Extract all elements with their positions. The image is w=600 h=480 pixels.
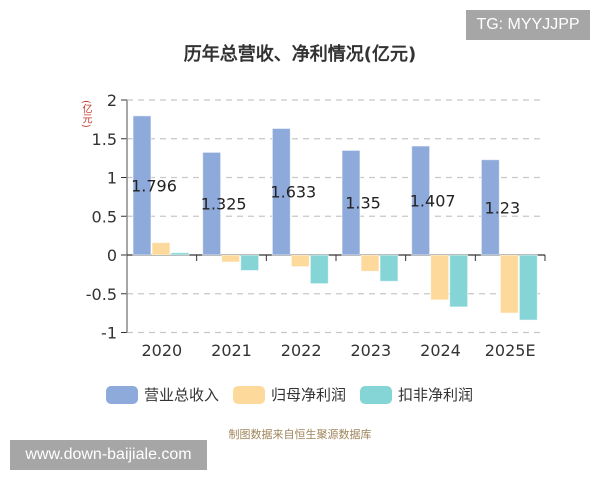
legend-label: 归母净利润 [271, 386, 347, 404]
bar[interactable] [341, 149, 361, 256]
bar[interactable] [309, 254, 329, 285]
data-source-note: 制图数据来自恒生聚源数据库 [228, 428, 372, 441]
y-tick-label: 0 [107, 246, 117, 265]
legend-swatch-net-profit [233, 385, 266, 404]
bar[interactable] [449, 254, 469, 308]
legend-swatch-deducted-profit [360, 385, 393, 404]
x-tick-label: 2025E [485, 341, 536, 360]
bar[interactable] [132, 115, 152, 256]
legend-label: 扣非净利润 [398, 386, 474, 404]
legend-swatch-revenue [106, 385, 138, 404]
bar-chart: 2 1.5 1 0.5 0 -0.5 -1 1.796 2020 1.325 2021 1.633 20… [86, 91, 546, 360]
legend: 营业总收入 归母净利润 扣非净利润 [106, 384, 473, 405]
legend-item-net-profit[interactable]: 归母净利润 [233, 384, 346, 405]
watermark-top: TG: MYYJJPP [466, 10, 590, 40]
y-tick-label: 1.5 [92, 130, 117, 149]
legend-item-deducted-profit[interactable]: 扣非净利润 [360, 384, 473, 405]
bar[interactable] [202, 151, 222, 256]
bar[interactable] [290, 254, 310, 268]
bar[interactable] [480, 159, 500, 256]
bar[interactable] [518, 254, 538, 321]
bar-value-label: 1.325 [201, 195, 247, 214]
y-tick-label: 0.5 [92, 207, 117, 226]
x-tick-label: 2020 [141, 341, 182, 360]
bar[interactable] [411, 145, 431, 256]
y-tick-label: -0.5 [86, 285, 117, 304]
bar[interactable] [151, 242, 171, 256]
y-tick-label: -1 [101, 324, 117, 343]
y-tick-label: 1 [107, 169, 117, 188]
bar[interactable] [379, 254, 399, 282]
bar-value-label: 1.23 [485, 198, 521, 217]
bar-value-label: 1.633 [270, 183, 316, 202]
chart-title: 历年总营收、净利情况(亿元) [183, 44, 417, 65]
y-tick-label: 2 [107, 91, 117, 110]
y-axis-unit-label: (亿元) [80, 100, 91, 128]
bar-value-label: 1.35 [345, 194, 381, 213]
x-tick-label: 2022 [281, 341, 322, 360]
bar-value-label: 1.796 [131, 176, 177, 195]
bar[interactable] [221, 254, 241, 263]
x-tick-label: 2024 [420, 341, 461, 360]
x-tick-label: 2021 [211, 341, 252, 360]
bar[interactable] [499, 254, 519, 314]
bar[interactable] [360, 254, 380, 272]
watermark-bottom: www.down-baijiale.com [10, 440, 207, 470]
bar[interactable] [271, 127, 291, 256]
legend-item-revenue[interactable]: 营业总收入 [106, 384, 219, 405]
x-tick-label: 2023 [350, 341, 391, 360]
bar[interactable] [430, 254, 450, 301]
bar[interactable] [170, 252, 190, 256]
bar[interactable] [240, 254, 260, 271]
legend-label: 营业总收入 [144, 386, 220, 404]
bar-value-label: 1.407 [410, 191, 456, 210]
